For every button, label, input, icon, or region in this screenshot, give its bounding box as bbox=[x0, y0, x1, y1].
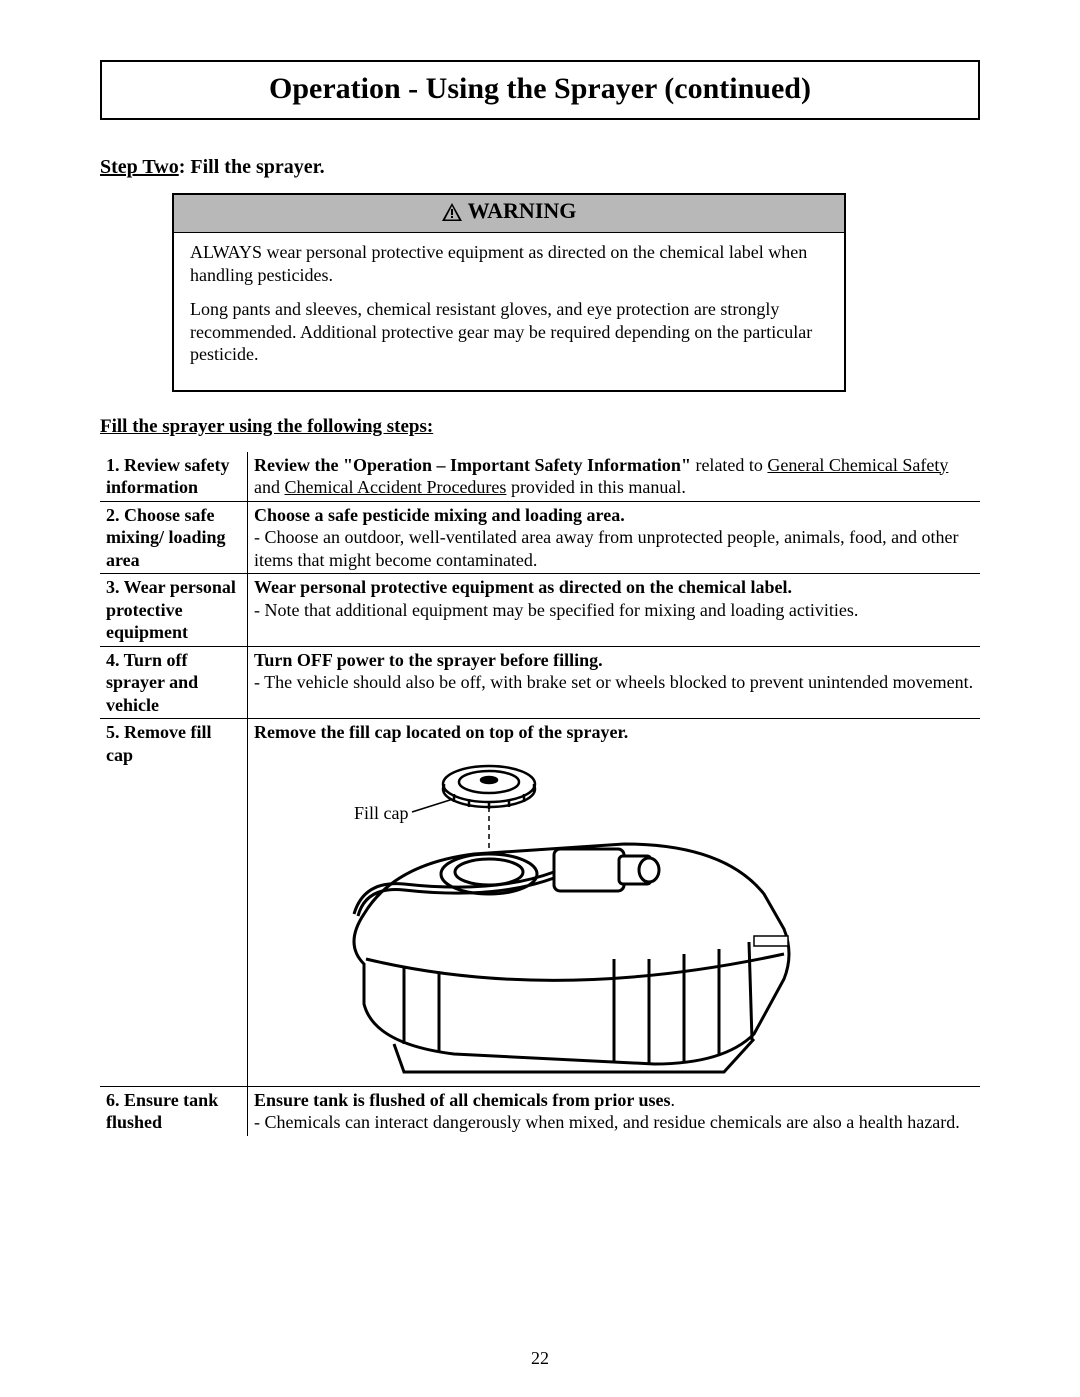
table-row: 3. Wear personal protective equipment We… bbox=[100, 574, 980, 647]
page-title: Operation - Using the Sprayer (continued… bbox=[102, 72, 978, 106]
step-label: Step Two bbox=[100, 156, 179, 178]
document-page: Operation - Using the Sprayer (continued… bbox=[0, 0, 1080, 1397]
step-content-cell: Remove the fill cap located on top of th… bbox=[248, 719, 981, 1087]
step-link: General Chemical Safety bbox=[767, 455, 948, 475]
step-mid: and bbox=[254, 477, 285, 497]
step-content-cell: Ensure tank is flushed of all chemicals … bbox=[248, 1086, 981, 1136]
page-number: 22 bbox=[0, 1348, 1080, 1369]
step-bold: Review the "Operation – Important Safety… bbox=[254, 455, 695, 475]
step-label-cell: 4. Turn off sprayer and vehicle bbox=[100, 646, 248, 719]
table-row: 6. Ensure tank flushed Ensure tank is fl… bbox=[100, 1086, 980, 1136]
step-punct: . bbox=[671, 1090, 676, 1110]
step-label-cell: 6. Ensure tank flushed bbox=[100, 1086, 248, 1136]
table-row: 2. Choose safe mixing/ loading area Choo… bbox=[100, 501, 980, 574]
warning-box: WARNING ALWAYS wear personal protective … bbox=[172, 193, 846, 392]
step-detail: - The vehicle should also be off, with b… bbox=[254, 672, 973, 692]
warning-icon bbox=[442, 201, 462, 227]
fill-cap-label: Fill cap bbox=[354, 802, 409, 825]
warning-body: ALWAYS wear personal protective equipmen… bbox=[174, 233, 844, 390]
table-row: 5. Remove fill cap Remove the fill cap l… bbox=[100, 719, 980, 1087]
step-heading: Step Two: Fill the sprayer. bbox=[100, 156, 980, 179]
step-content-cell: Wear personal protective equipment as di… bbox=[248, 574, 981, 647]
step-content-cell: Choose a safe pesticide mixing and loadi… bbox=[248, 501, 981, 574]
step-label-cell: 5. Remove fill cap bbox=[100, 719, 248, 1087]
fill-steps-heading: Fill the sprayer using the following ste… bbox=[100, 416, 980, 438]
step-bold: Choose a safe pesticide mixing and loadi… bbox=[254, 505, 625, 525]
step-bold: Turn OFF power to the sprayer before fil… bbox=[254, 650, 603, 670]
step-bold: Wear personal protective equipment as di… bbox=[254, 577, 792, 597]
sprayer-diagram: Fill cap bbox=[254, 744, 974, 1084]
step-bold: Remove the fill cap located on top of th… bbox=[254, 722, 628, 742]
step-tail: provided in this manual. bbox=[506, 477, 685, 497]
step-link: Chemical Accident Procedures bbox=[285, 477, 507, 497]
steps-table: 1. Review safety information Review the … bbox=[100, 452, 980, 1136]
step-label-cell: 1. Review safety information bbox=[100, 452, 248, 502]
step-label-cell: 3. Wear personal protective equipment bbox=[100, 574, 248, 647]
step-label-cell: 2. Choose safe mixing/ loading area bbox=[100, 501, 248, 574]
step-plain: related to bbox=[695, 455, 767, 475]
step-text: : Fill the sprayer. bbox=[179, 156, 325, 178]
warning-header: WARNING bbox=[174, 195, 844, 233]
sprayer-svg bbox=[254, 744, 974, 1084]
table-row: 4. Turn off sprayer and vehicle Turn OFF… bbox=[100, 646, 980, 719]
warning-title: WARNING bbox=[468, 198, 577, 223]
step-detail: - Choose an outdoor, well-ventilated are… bbox=[254, 527, 959, 570]
step-detail: - Chemicals can interact dangerously whe… bbox=[254, 1112, 960, 1132]
step-content-cell: Turn OFF power to the sprayer before fil… bbox=[248, 646, 981, 719]
warning-p2: Long pants and sleeves, chemical resista… bbox=[190, 298, 828, 366]
step-detail: - Note that additional equipment may be … bbox=[254, 600, 858, 620]
page-title-box: Operation - Using the Sprayer (continued… bbox=[100, 60, 980, 120]
table-row: 1. Review safety information Review the … bbox=[100, 452, 980, 502]
step-content-cell: Review the "Operation – Important Safety… bbox=[248, 452, 981, 502]
step-bold: Ensure tank is flushed of all chemicals … bbox=[254, 1090, 671, 1110]
warning-p1: ALWAYS wear personal protective equipmen… bbox=[190, 241, 828, 286]
